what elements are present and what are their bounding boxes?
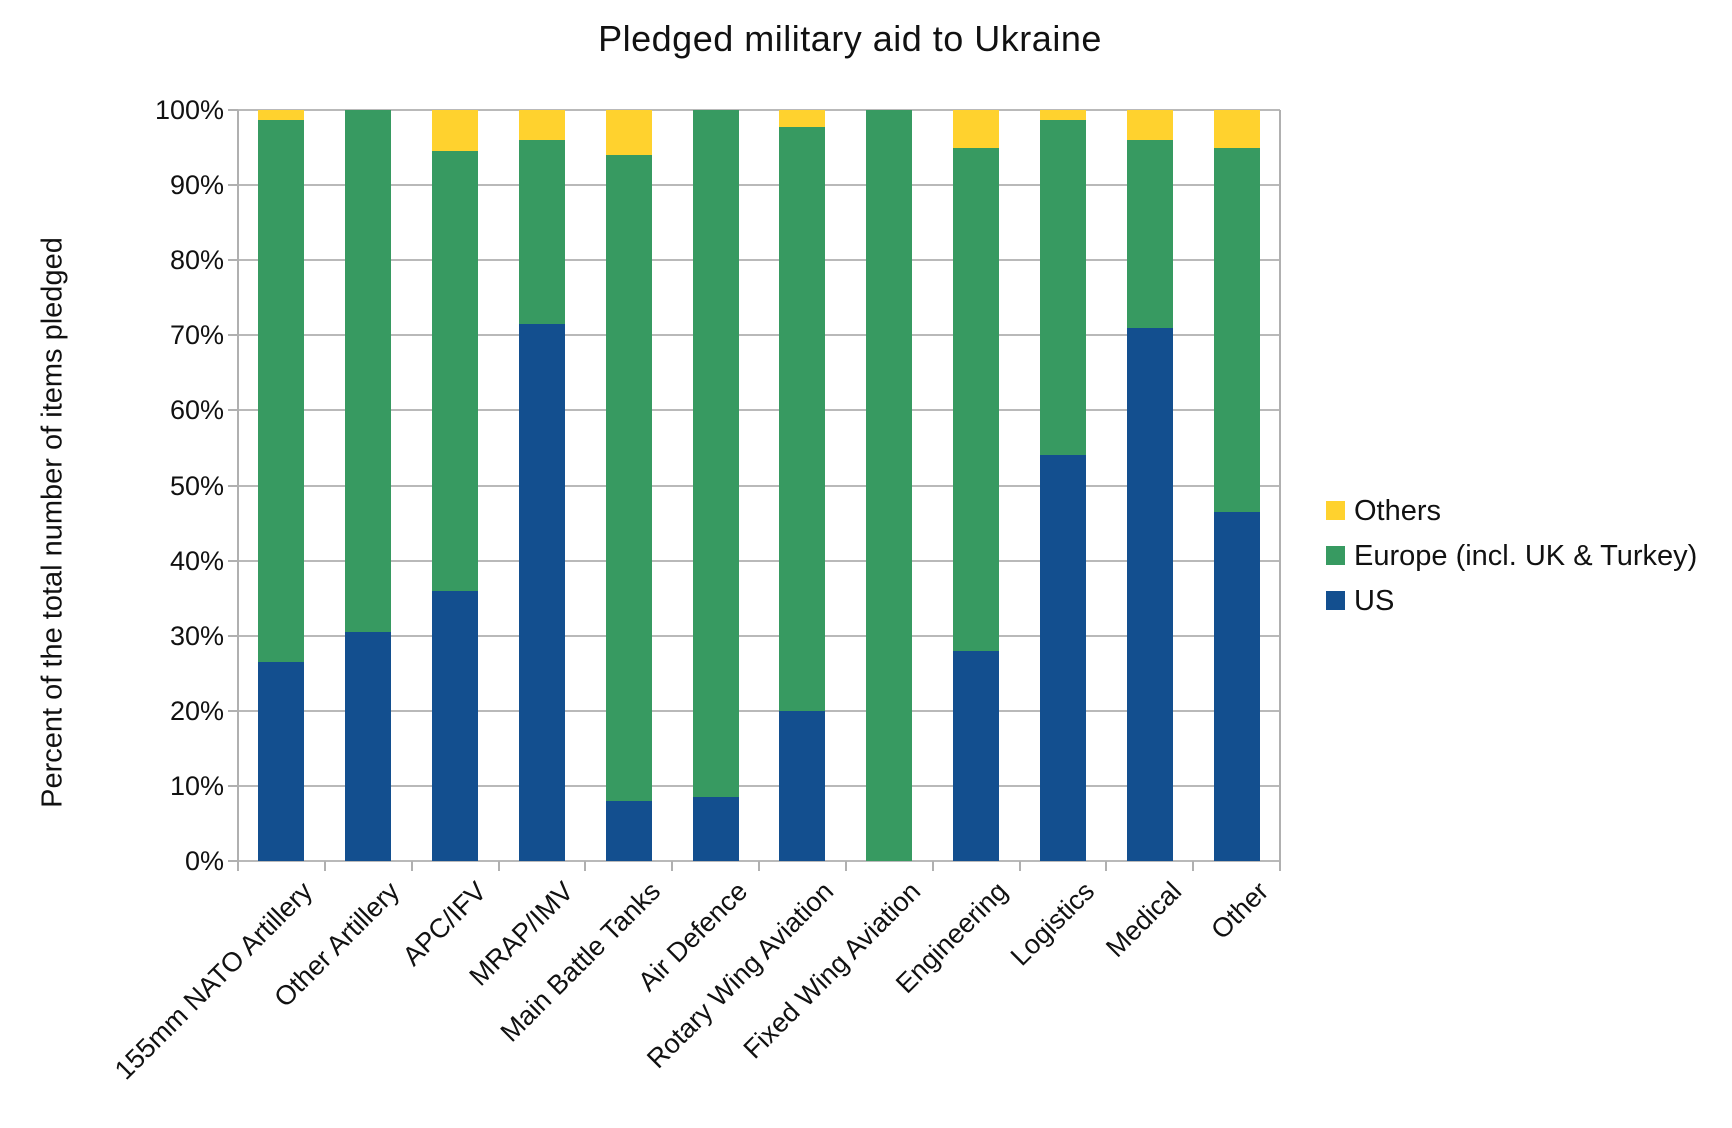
bar-segment-155mm NATO Artillery-US [258,661,305,861]
bar-segment-Main Battle Tanks-Others [605,110,652,156]
x-tick-mark [758,861,760,871]
x-tick-mark [844,861,847,871]
x-tick-mark [584,861,587,871]
bar-segment-MRAP/IMV-Europe (incl. UK & Turkey) [518,140,565,325]
bar-segment-Medical-Europe (incl. UK & Turkey) [1126,140,1173,328]
y-tick-mark [228,409,238,412]
y-tick-mark [228,559,238,562]
bar-segment-Main Battle Tanks-Europe (incl. UK & Turkey) [605,155,652,801]
bar-segment-Medical-US [1126,327,1173,861]
y-tick-mark [228,784,238,787]
bar-segment-Rotary Wing Aviation-Others [779,110,826,128]
gridline-100 [238,109,1280,111]
y-tick-mark [228,709,238,712]
bar-segment-155mm NATO Artillery-Others [258,110,305,120]
bar-segment-Engineering-Europe (incl. UK & Turkey) [953,147,1000,651]
y-tick-label: 100% [154,95,224,125]
y-tick-mark [228,484,238,487]
legend-label: Others [1354,495,1442,527]
y-tick-label: 90% [169,170,224,201]
x-tick-mark [410,861,413,871]
bar-segment-Rotary Wing Aviation-Europe (incl. UK & Turkey) [779,127,826,711]
bar-segment-Fixed Wing Aviation-Europe (incl. UK & Turkey) [866,110,913,861]
gridline-30 [238,634,1280,637]
bar-segment-Other-Europe (incl. UK & Turkey) [1213,147,1260,512]
legend-swatch [1326,591,1345,610]
gridline-50 [238,484,1280,487]
gridline-20 [238,709,1280,712]
legend-label: Europe (incl. UK & Turkey) [1354,540,1698,572]
y-tick-mark [228,334,238,337]
y-tick-label: 30% [169,620,224,651]
bar-segment-Air Defence-Europe (incl. UK & Turkey) [692,110,739,798]
gridline-10 [238,784,1280,787]
bar-segment-Logistics-US [1039,455,1086,861]
x-tick-mark [237,861,239,871]
gridline-90 [238,184,1280,187]
bar-segment-Air Defence-US [692,797,739,861]
y-tick-label: 80% [169,245,224,276]
y-tick-label: 70% [169,320,224,351]
bar-segment-Other-US [1213,511,1260,861]
bar-segment-Medical-Others [1126,110,1173,141]
y-tick-label: 20% [169,695,224,726]
bar-segment-Rotary Wing Aviation-US [779,710,826,861]
y-axis-title: Percent of the total number of items ple… [36,237,69,808]
bar-segment-Engineering-Others [953,110,1000,148]
bar-segment-MRAP/IMV-Others [518,110,565,141]
gridline-80 [238,259,1280,262]
bar-segment-155mm NATO Artillery-Europe (incl. UK & Turkey) [258,119,305,662]
x-tick-mark [1192,861,1195,871]
x-tick-mark [1279,861,1281,871]
y-tick-mark [228,109,238,111]
x-tick-mark [671,861,674,871]
y-tick-label: 50% [169,470,224,501]
bar-segment-Logistics-Europe (incl. UK & Turkey) [1039,119,1086,456]
bar-segment-Other Artillery-US [345,631,392,861]
gridline-40 [238,559,1280,562]
gridline-70 [238,334,1280,337]
gridline-60 [238,409,1280,412]
y-tick-mark [228,184,238,187]
x-tick-mark [931,861,934,871]
y-tick-label: 60% [169,395,224,426]
legend-swatch [1326,546,1345,565]
bar-segment-Main Battle Tanks-US [605,800,652,861]
bar-segment-APC/IFV-US [432,590,479,861]
y-tick-mark [228,860,238,862]
plot-right-border [1279,110,1281,861]
y-tick-mark [228,259,238,262]
y-tick-label: 40% [169,545,224,576]
x-tick-mark [1018,861,1021,871]
x-tick-mark [497,861,500,871]
chart-title: Pledged military aid to Ukraine [598,18,1102,59]
y-tick-label: 0% [184,846,224,876]
bar-segment-MRAP/IMV-US [518,324,565,861]
bar-segment-Logistics-Others [1039,110,1086,120]
legend-label: US [1354,585,1395,617]
bar-segment-Engineering-US [953,650,1000,861]
bar-segment-APC/IFV-Europe (incl. UK & Turkey) [432,151,479,591]
y-axis-line [237,110,239,871]
legend-swatch [1326,501,1345,520]
x-tick-mark [323,861,326,871]
x-tick-mark [1105,861,1108,871]
y-tick-label: 10% [169,770,224,801]
bar-segment-Other-Others [1213,110,1260,148]
bar-segment-Other Artillery-Europe (incl. UK & Turkey) [345,110,392,632]
bar-segment-APC/IFV-Others [432,110,479,152]
y-tick-mark [228,634,238,637]
